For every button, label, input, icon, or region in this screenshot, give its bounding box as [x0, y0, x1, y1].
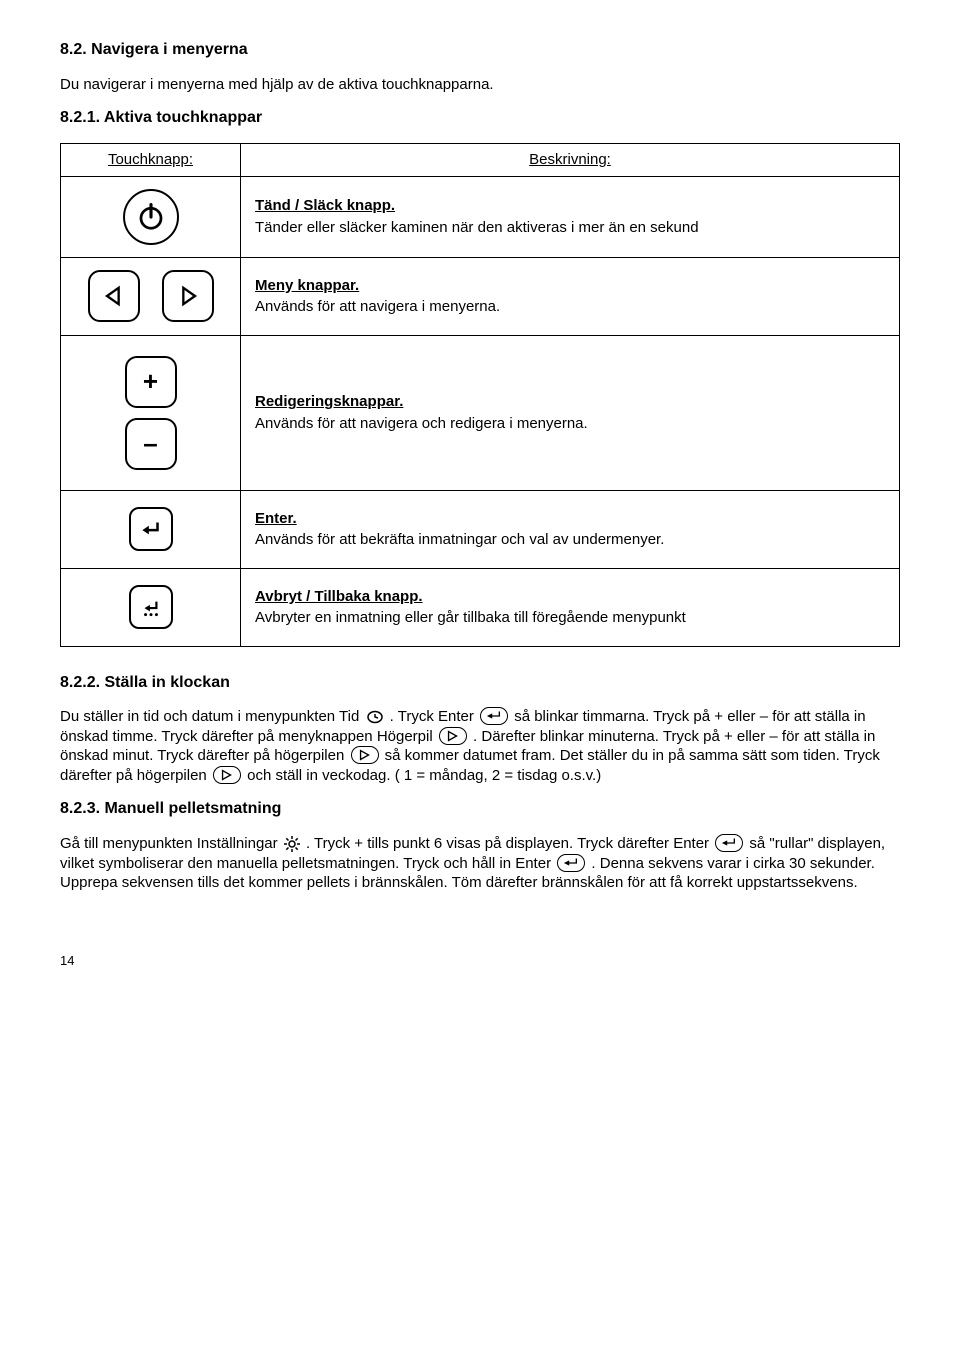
page-number: 14: [60, 953, 900, 970]
row-body: Tänder eller släcker kaminen när den akt…: [255, 218, 885, 238]
plus-icon: +: [125, 356, 177, 408]
right-inline-icon: [439, 727, 467, 745]
table-row: Enter. Används för att bekräfta inmatnin…: [61, 490, 900, 568]
table-header-right: Beskrivning:: [241, 144, 900, 177]
row-head: Meny knappar.: [255, 276, 885, 296]
table-row: + – Redigeringsknappar. Används för att …: [61, 335, 900, 490]
gear-icon: [284, 836, 300, 852]
heading-8-2-1: 8.2.1. Aktiva touchknappar: [60, 108, 900, 129]
minus-icon: –: [125, 418, 177, 470]
table-header-left: Touchknapp:: [61, 144, 241, 177]
clock-icon: [366, 710, 384, 724]
right-inline-icon: [351, 746, 379, 764]
table-row: Tänd / Släck knapp. Tänder eller släcker…: [61, 176, 900, 257]
table-row: Meny knappar. Används för att navigera i…: [61, 257, 900, 335]
enter-icon: [129, 507, 173, 551]
text: Gå till menypunkten Inställningar: [60, 835, 282, 852]
enter-inline-icon: [480, 707, 508, 725]
text: och ställ in veckodag. ( 1 = måndag, 2 =…: [247, 767, 601, 784]
row-body: Avbryter en inmatning eller går tillbaka…: [255, 608, 885, 628]
heading-8-2-2: 8.2.2. Ställa in klockan: [60, 673, 900, 694]
table-row: Avbryt / Tillbaka knapp. Avbryter en inm…: [61, 568, 900, 646]
enter-inline-icon: [557, 854, 585, 872]
row-body: Används för att bekräfta inmatningar och…: [255, 530, 885, 550]
intro-8-2: Du navigerar i menyerna med hjälp av de …: [60, 75, 900, 95]
right-inline-icon: [213, 766, 241, 784]
row-head: Enter.: [255, 509, 885, 529]
row-head: Tänd / Släck knapp.: [255, 196, 885, 216]
text: . Tryck Enter: [390, 708, 478, 725]
row-head: Redigeringsknappar.: [255, 392, 885, 412]
row-head: Avbryt / Tillbaka knapp.: [255, 587, 885, 607]
left-arrow-icon: [88, 270, 140, 322]
enter-inline-icon: [715, 834, 743, 852]
text: Du ställer in tid och datum i menypunkte…: [60, 708, 364, 725]
text: . Tryck + tills punkt 6 visas på display…: [306, 835, 713, 852]
power-icon: [123, 189, 179, 245]
row-body: Används för att navigera i menyerna.: [255, 297, 885, 317]
paragraph-8-2-2: Du ställer in tid och datum i menypunkte…: [60, 707, 900, 785]
back-icon: [129, 585, 173, 629]
right-arrow-icon: [162, 270, 214, 322]
heading-8-2: 8.2. Navigera i menyerna: [60, 40, 900, 61]
touch-button-table: Touchknapp: Beskrivning: Tänd / Släck kn…: [60, 143, 900, 647]
heading-8-2-3: 8.2.3. Manuell pelletsmatning: [60, 799, 900, 820]
paragraph-8-2-3: Gå till menypunkten Inställningar . Tryc…: [60, 834, 900, 893]
row-body: Används för att navigera och redigera i …: [255, 414, 885, 434]
